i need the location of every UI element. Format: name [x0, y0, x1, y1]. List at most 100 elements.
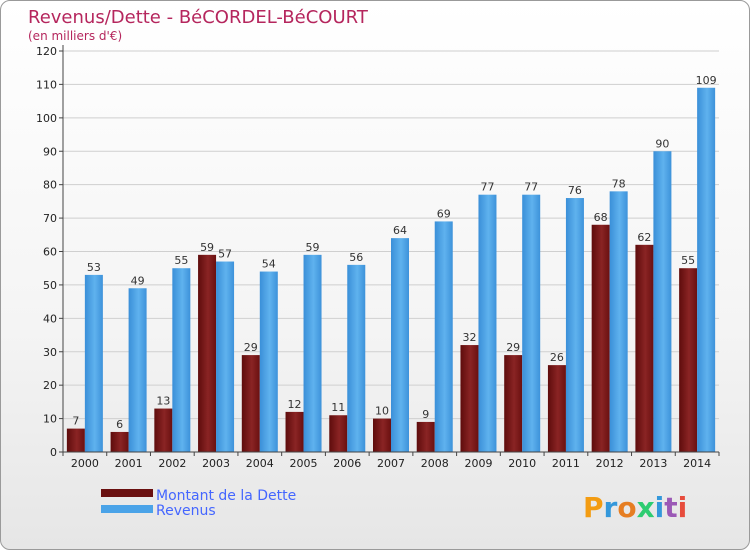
data-label-debt: 11 — [331, 401, 345, 414]
x-tick-label: 2002 — [158, 457, 186, 470]
bar-debt — [679, 268, 698, 452]
bar-revenue — [172, 268, 191, 452]
data-label-revenue: 56 — [349, 251, 363, 264]
data-label-debt: 7 — [72, 415, 79, 428]
data-label-debt: 62 — [637, 231, 651, 244]
logo-letter-6: i — [678, 491, 688, 524]
bar-debt — [416, 421, 435, 452]
x-tick-label: 2006 — [333, 457, 361, 470]
data-label-revenue: 77 — [480, 181, 494, 194]
bar-debt — [110, 431, 129, 452]
x-tick-label: 2005 — [290, 457, 318, 470]
data-label-debt: 12 — [288, 398, 302, 411]
y-tick-label: 70 — [43, 212, 57, 225]
y-tick-label: 110 — [36, 78, 57, 91]
x-tick-label: 2009 — [464, 457, 492, 470]
bar-debt — [547, 365, 566, 452]
y-tick-label: 90 — [43, 145, 57, 158]
x-tick-label: 2013 — [639, 457, 667, 470]
bar-debt — [198, 254, 217, 452]
data-label-revenue: 77 — [524, 181, 538, 194]
y-tick-label: 60 — [43, 246, 57, 259]
x-tick-label: 2007 — [377, 457, 405, 470]
data-label-revenue: 55 — [174, 254, 188, 267]
chart-subtitle: (en milliers d'€) — [28, 29, 122, 43]
data-label-debt: 29 — [506, 341, 520, 354]
proxiti-logo: Proxiti — [583, 491, 687, 524]
legend-swatch-debt — [101, 489, 153, 497]
chart-title: Revenus/Dette - BéCORDEL-BéCOURT — [28, 7, 369, 28]
data-label-debt: 59 — [200, 241, 214, 254]
logo-letter-1: r — [604, 491, 618, 524]
x-tick-label: 2014 — [683, 457, 711, 470]
logo-letter-2: o — [617, 491, 636, 524]
bar-revenue — [216, 261, 235, 452]
x-tick-label: 2010 — [508, 457, 536, 470]
bar-revenue — [478, 194, 497, 453]
data-label-debt: 68 — [594, 211, 608, 224]
legend-swatch-revenue — [101, 505, 153, 513]
data-label-revenue: 59 — [306, 241, 320, 254]
y-tick-label: 10 — [43, 413, 57, 426]
data-label-debt: 55 — [681, 254, 695, 267]
y-tick-label: 40 — [43, 312, 57, 325]
y-axis: 0 10 20 30 40 50 60 70 80 90 100 110 120 — [36, 45, 64, 459]
data-label-revenue: 53 — [87, 261, 101, 274]
bars: 7536491355595729541259115610649693277297… — [66, 74, 717, 453]
data-label-revenue: 109 — [696, 74, 717, 87]
data-label-revenue: 54 — [262, 258, 276, 271]
data-label-debt: 10 — [375, 405, 389, 418]
bar-debt — [635, 244, 654, 452]
y-tick-label: 0 — [50, 446, 57, 459]
x-tick-label: 2001 — [115, 457, 143, 470]
bar-revenue — [434, 221, 453, 452]
data-label-debt: 32 — [462, 331, 476, 344]
x-tick-label: 2008 — [421, 457, 449, 470]
bar-debt — [154, 408, 173, 452]
bar-debt — [504, 355, 523, 452]
x-tick-label: 2004 — [246, 457, 274, 470]
bar-debt — [460, 345, 479, 452]
legend-label-debt: Montant de la Dette — [156, 488, 296, 504]
y-tick-label: 30 — [43, 346, 57, 359]
y-tick-label: 50 — [43, 279, 57, 292]
x-tick-label: 2012 — [596, 457, 624, 470]
legend: Montant de la Dette Revenus — [101, 488, 296, 519]
bar-revenue — [84, 274, 103, 452]
bar-debt — [66, 428, 85, 452]
y-tick-label: 100 — [36, 112, 57, 125]
y-tick-label: 20 — [43, 379, 57, 392]
data-label-debt: 29 — [244, 341, 258, 354]
data-label-debt: 13 — [156, 395, 170, 408]
data-label-debt: 6 — [116, 418, 123, 431]
data-label-revenue: 49 — [131, 274, 145, 287]
logo-letter-4: i — [655, 491, 665, 524]
y-tick-label: 80 — [43, 179, 57, 192]
bar-debt — [241, 355, 260, 452]
bar-debt — [591, 224, 610, 452]
x-tick-label: 2011 — [552, 457, 580, 470]
bar-debt — [329, 415, 348, 452]
bar-revenue — [259, 271, 278, 452]
bar-revenue — [347, 264, 366, 452]
data-label-revenue: 90 — [655, 137, 669, 150]
y-tick-label: 120 — [36, 45, 57, 58]
data-label-revenue: 57 — [218, 248, 232, 261]
bar-revenue — [565, 198, 584, 452]
logo-letter-3: x — [637, 491, 655, 524]
bar-debt — [285, 411, 304, 452]
data-label-revenue: 78 — [612, 177, 626, 190]
data-label-revenue: 76 — [568, 184, 582, 197]
data-label-debt: 26 — [550, 351, 564, 364]
bar-revenue — [303, 254, 322, 452]
bar-revenue — [391, 238, 409, 452]
bar-revenue — [522, 194, 541, 453]
bar-revenue — [609, 191, 628, 452]
bar-revenue — [128, 288, 147, 452]
bar-revenue — [697, 87, 716, 452]
x-tick-label: 2003 — [202, 457, 230, 470]
data-label-revenue: 64 — [393, 224, 407, 237]
logo-letter-5: t — [664, 491, 677, 524]
